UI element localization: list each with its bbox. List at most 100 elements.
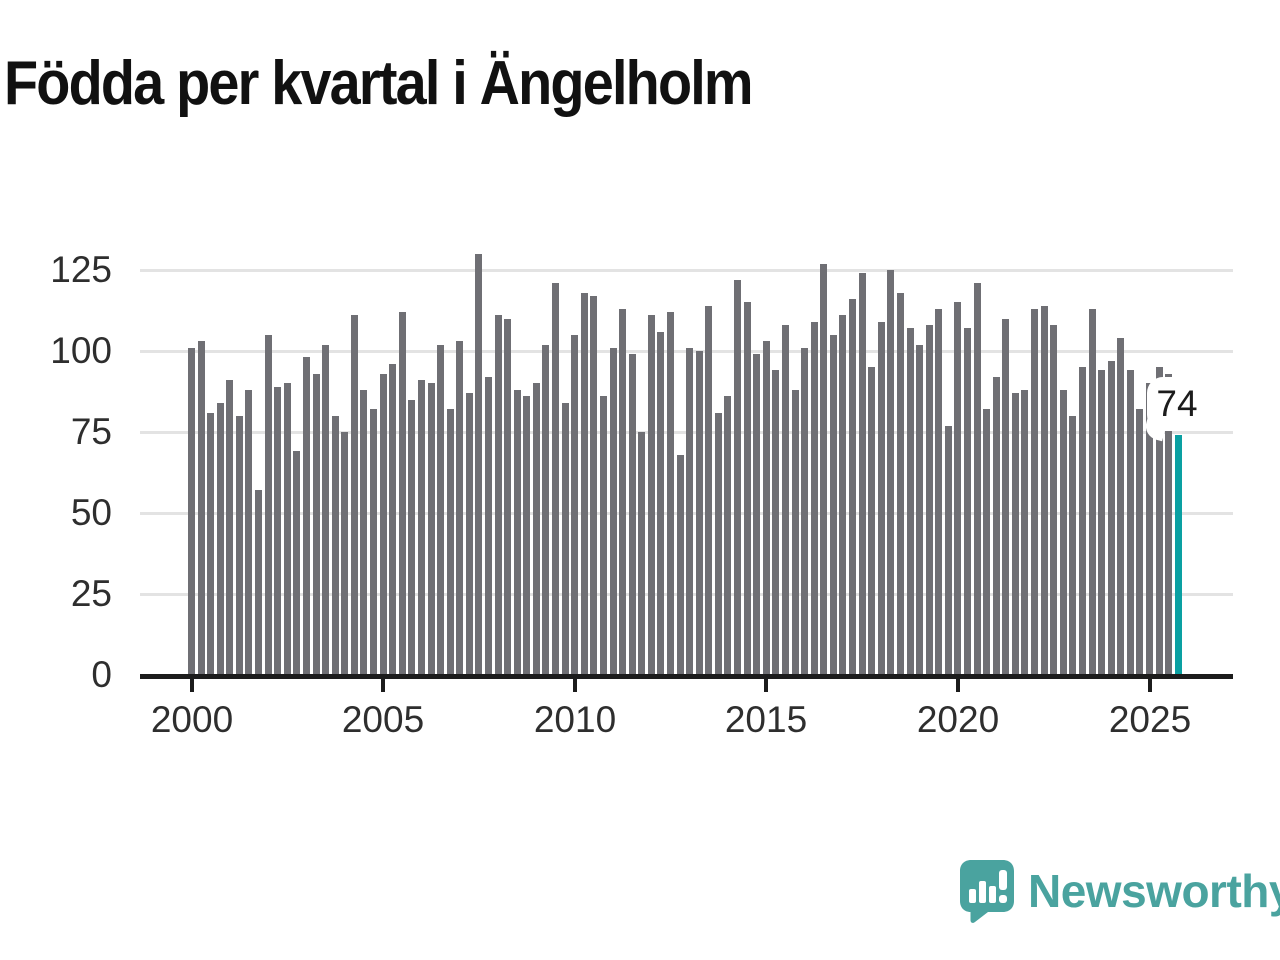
x-axis-label-2020: 2020	[916, 699, 1000, 740]
bar	[715, 413, 722, 675]
bar	[696, 351, 703, 675]
bar	[303, 357, 310, 675]
bar	[600, 396, 607, 675]
bar	[974, 283, 981, 675]
bar	[1050, 325, 1057, 675]
y-axis-label-50: 50	[70, 492, 112, 533]
chart-title: Födda per kvartal i Ängelholm	[4, 49, 754, 118]
last-value-text: 74	[1156, 383, 1198, 424]
bar	[389, 364, 396, 675]
bar	[265, 335, 272, 675]
bar-highlighted	[1175, 435, 1182, 675]
bar	[830, 335, 837, 675]
bar	[1146, 383, 1153, 675]
bar	[1069, 416, 1076, 675]
bar	[533, 383, 540, 675]
bar	[590, 296, 597, 675]
newsworthy-logo: Newsworthy	[958, 858, 1280, 924]
bar	[677, 455, 684, 675]
bar	[705, 306, 712, 675]
bar	[897, 293, 904, 675]
bar	[1012, 393, 1019, 675]
bar	[188, 348, 195, 675]
x-axis-tick-2025	[1148, 679, 1152, 692]
bar	[734, 280, 741, 675]
bar	[619, 309, 626, 675]
bar	[581, 293, 588, 675]
bar	[916, 345, 923, 675]
bar	[1089, 309, 1096, 675]
bar	[820, 264, 827, 675]
bar	[638, 432, 645, 675]
bar	[542, 345, 549, 675]
bar	[332, 416, 339, 675]
bar	[839, 315, 846, 675]
bar	[792, 390, 799, 675]
bar	[657, 332, 664, 675]
bar	[322, 345, 329, 675]
bar	[370, 409, 377, 675]
x-axis-tick-2010	[573, 679, 577, 692]
bar	[562, 403, 569, 675]
bar	[428, 383, 435, 675]
bar	[907, 328, 914, 675]
bar	[380, 374, 387, 675]
bar	[610, 348, 617, 675]
bar	[408, 400, 415, 675]
bar	[571, 335, 578, 675]
x-axis-tick-2000	[190, 679, 194, 692]
bar	[964, 328, 971, 675]
bar	[993, 377, 1000, 675]
bar	[226, 380, 233, 675]
bar	[456, 341, 463, 675]
bar	[399, 312, 406, 675]
bar	[1108, 361, 1115, 675]
bar	[1165, 374, 1172, 675]
newsworthy-wordmark: Newsworthy	[1028, 865, 1280, 917]
bar	[437, 345, 444, 675]
bar	[887, 270, 894, 675]
bar	[293, 451, 300, 675]
bar	[849, 299, 856, 675]
gridline-125	[140, 269, 1233, 272]
bar	[763, 341, 770, 675]
bar	[753, 354, 760, 675]
y-axis-label-25: 25	[70, 573, 112, 614]
bar	[245, 390, 252, 675]
bar	[686, 348, 693, 675]
bar	[360, 390, 367, 675]
bar	[341, 432, 348, 675]
bar	[1002, 319, 1009, 675]
bar	[983, 409, 990, 675]
bar	[504, 319, 511, 675]
bar	[466, 393, 473, 675]
x-axis-label-2000: 2000	[150, 699, 234, 740]
bar	[935, 309, 942, 675]
bar	[274, 387, 281, 675]
bar	[1079, 367, 1086, 675]
bar	[1136, 409, 1143, 675]
bar	[724, 396, 731, 675]
bar	[198, 341, 205, 675]
x-axis-tick-2020	[956, 679, 960, 692]
bar	[1127, 370, 1134, 675]
bar	[495, 315, 502, 675]
x-axis-tick-2005	[381, 679, 385, 692]
bar	[926, 325, 933, 675]
bar	[648, 315, 655, 675]
bar	[878, 322, 885, 675]
bar	[284, 383, 291, 675]
bar	[447, 409, 454, 675]
bar	[418, 380, 425, 675]
bar	[217, 403, 224, 675]
bar	[514, 390, 521, 675]
bar	[1117, 338, 1124, 675]
bar	[744, 302, 751, 675]
bar	[859, 273, 866, 675]
bar	[351, 315, 358, 675]
y-axis-label-75: 75	[70, 411, 112, 452]
y-axis-label-100: 100	[50, 330, 112, 371]
y-axis-label-0: 0	[91, 654, 112, 695]
x-axis-line	[140, 674, 1233, 679]
x-axis-label-2015: 2015	[724, 699, 808, 740]
